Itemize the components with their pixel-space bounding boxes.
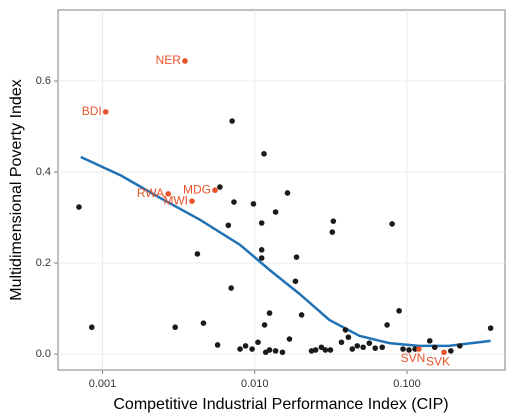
point <box>416 346 422 352</box>
x-axis-title: Competitive Industrial Performance Index… <box>113 396 448 413</box>
point <box>384 322 390 328</box>
point <box>345 334 352 341</box>
point <box>349 346 356 352</box>
point <box>200 320 207 326</box>
point <box>389 221 395 227</box>
y-tick-label: 0.6 <box>36 75 51 87</box>
point <box>266 310 273 316</box>
point <box>366 340 373 346</box>
point <box>242 343 249 349</box>
point <box>249 346 255 352</box>
point <box>487 325 494 331</box>
point <box>228 285 234 291</box>
point <box>261 322 268 328</box>
point <box>172 324 178 331</box>
x-tick-label: 0.010 <box>241 378 269 390</box>
point <box>189 198 195 204</box>
point <box>284 190 291 196</box>
point <box>406 347 412 353</box>
point <box>396 308 402 314</box>
point-label: MDG <box>183 182 211 196</box>
point <box>272 348 279 354</box>
point <box>379 344 386 351</box>
point <box>456 343 463 349</box>
point-label: NER <box>156 53 182 67</box>
point <box>212 187 218 194</box>
point <box>231 199 237 205</box>
point <box>165 191 172 197</box>
point <box>76 204 82 210</box>
point <box>217 184 223 190</box>
point <box>258 247 265 253</box>
point-label: BDI <box>82 104 102 118</box>
point-label: SVN <box>401 351 426 365</box>
x-tick-label: 0.001 <box>89 378 117 390</box>
point <box>441 349 447 356</box>
point <box>225 222 232 229</box>
point <box>330 218 337 224</box>
point <box>255 339 261 346</box>
point-label: MWI <box>163 193 188 207</box>
point-label: RWA <box>137 186 164 200</box>
point <box>342 327 349 333</box>
point <box>338 339 345 346</box>
point <box>312 347 319 353</box>
point <box>292 278 299 285</box>
point <box>88 324 95 331</box>
point <box>400 346 406 352</box>
point <box>322 347 329 353</box>
x-tick-label: 0.100 <box>393 378 421 390</box>
point <box>372 345 379 351</box>
point <box>279 349 286 356</box>
point <box>229 118 235 124</box>
point <box>102 109 109 115</box>
point <box>266 347 273 353</box>
point <box>354 343 361 349</box>
point <box>261 151 267 157</box>
point <box>272 209 279 215</box>
y-axis-title: Multidimensional Poverty Index <box>8 79 25 300</box>
point <box>360 344 366 351</box>
point <box>286 336 293 342</box>
point <box>258 255 265 261</box>
point <box>250 201 257 207</box>
plot-frame <box>57 9 506 371</box>
point <box>182 58 188 64</box>
point <box>298 312 305 318</box>
point <box>448 348 454 354</box>
point <box>214 342 221 348</box>
point <box>194 251 201 257</box>
point <box>258 220 265 226</box>
y-tick-label: 0.0 <box>36 348 51 360</box>
point-label: SVK <box>426 354 450 368</box>
point <box>293 254 300 260</box>
point <box>426 338 433 344</box>
point <box>329 229 336 235</box>
point <box>431 344 438 351</box>
y-tick-label: 0.4 <box>36 166 51 178</box>
point <box>327 347 334 353</box>
point <box>318 344 325 351</box>
y-tick-label: 0.2 <box>36 257 51 269</box>
point <box>237 346 243 352</box>
trend-line <box>80 155 491 348</box>
